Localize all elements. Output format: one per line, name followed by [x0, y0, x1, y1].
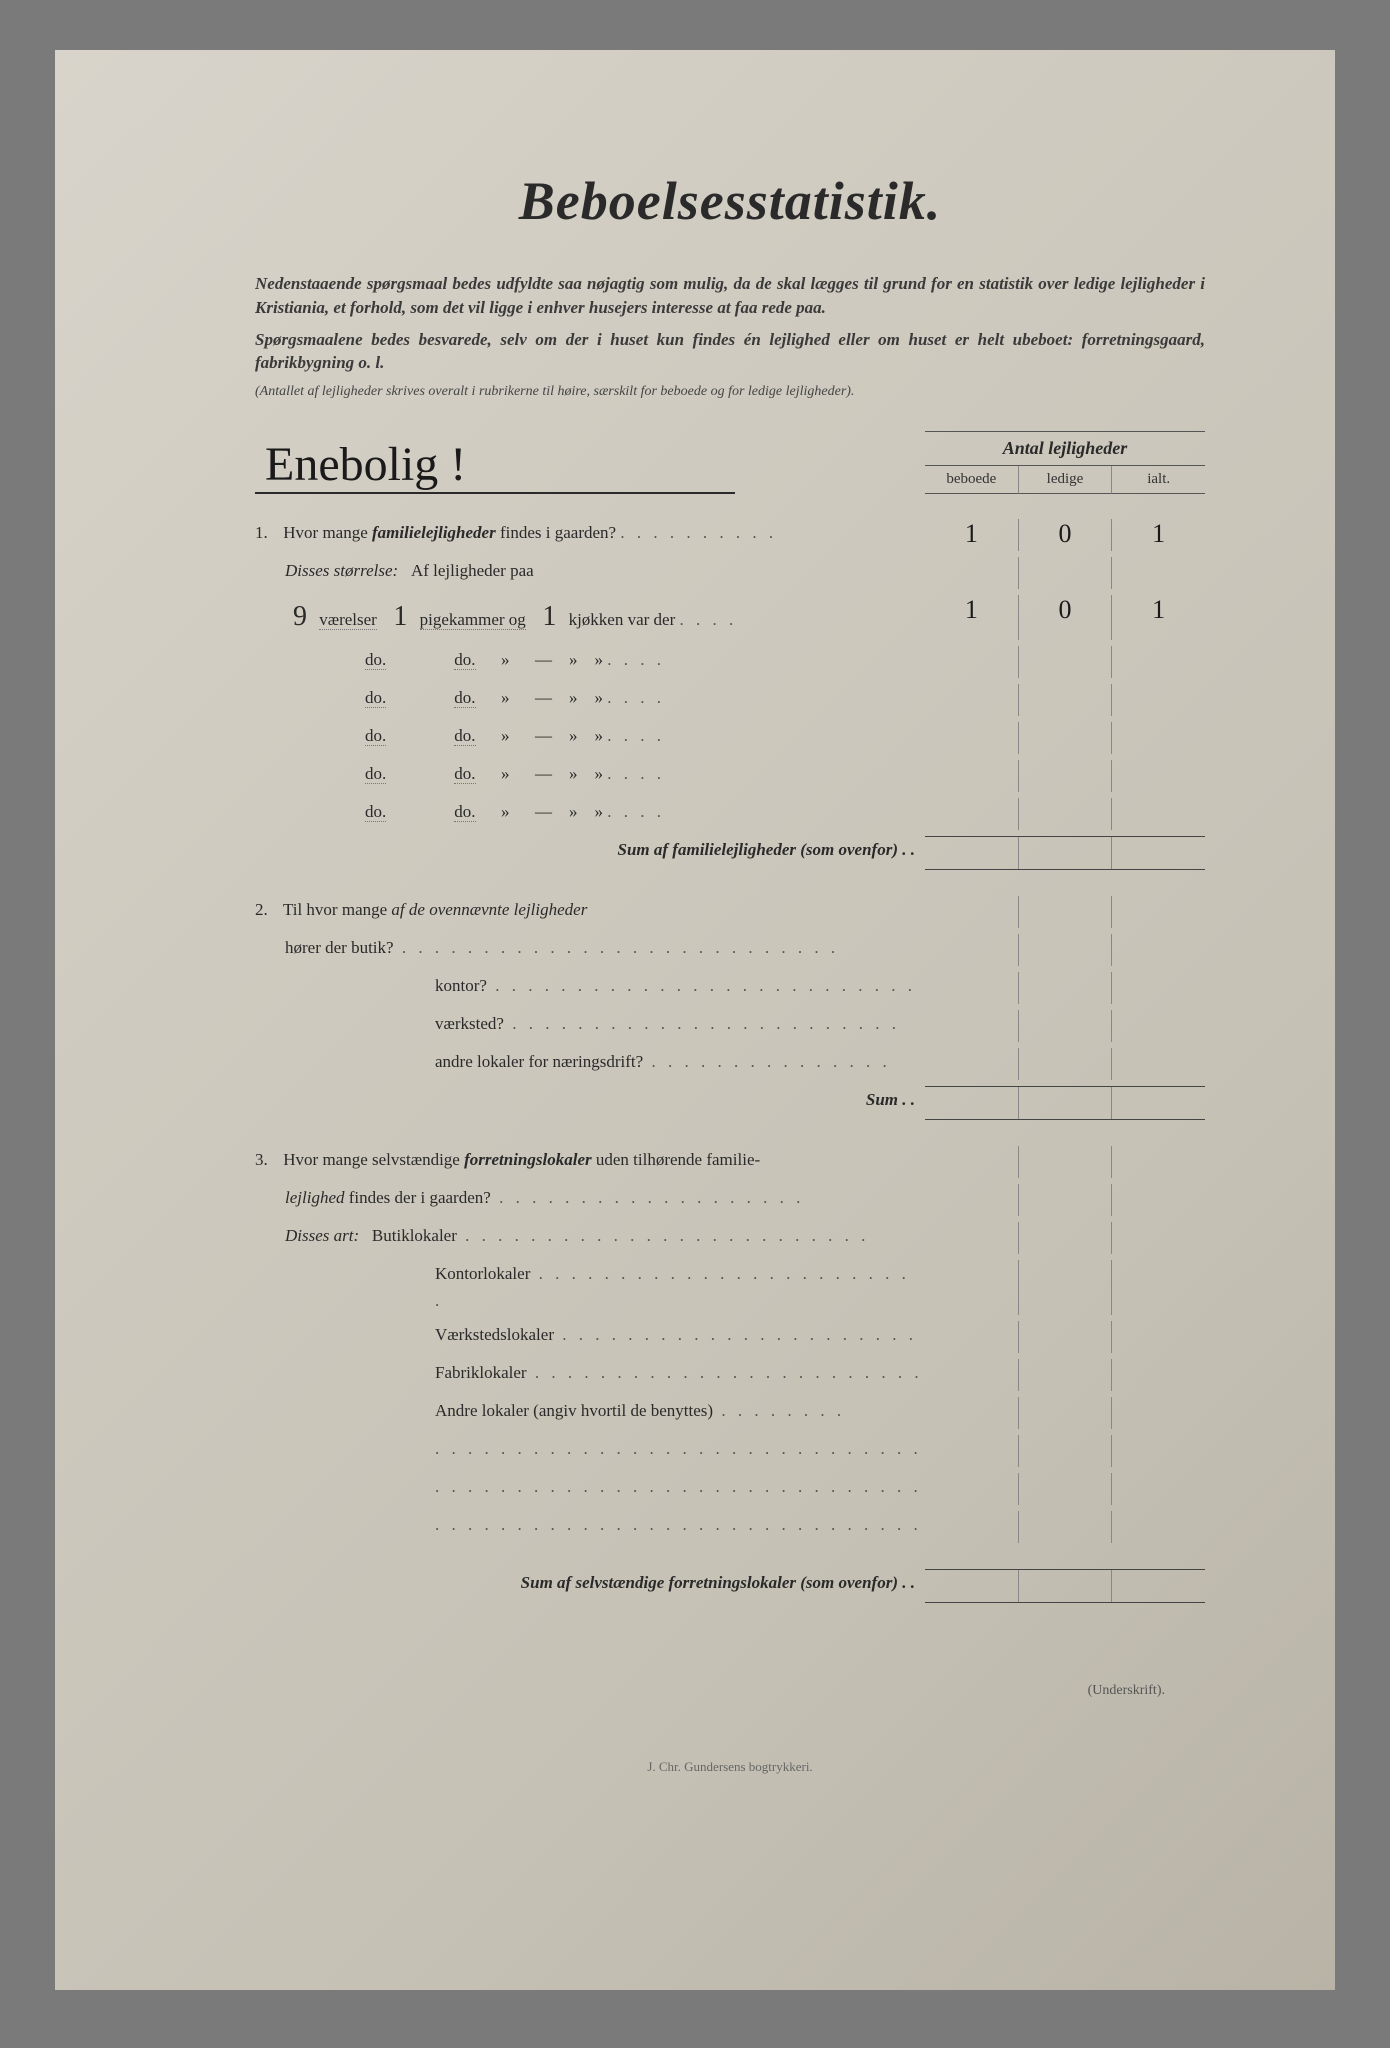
q1-size-cells: 1 0 1 — [925, 595, 1205, 640]
q1-c: findes i gaarden? — [496, 523, 616, 542]
q1-sum-text: Sum af familielejligheder (som ovenfor) … — [255, 836, 925, 870]
vaerelser-n: 9 — [285, 595, 315, 640]
printer-credit: J. Chr. Gundersens bogtrykkeri. — [255, 1759, 1205, 1775]
q2-sum-row: Sum . . — [255, 1086, 1205, 1120]
dots: . . . . — [680, 610, 738, 629]
row-ialt: 1 — [1111, 595, 1205, 640]
signature-label: (Underskrift). — [255, 1683, 1205, 1699]
do-row: do. do. » — » » . . . . — [255, 646, 1205, 678]
do-row: do. do. » — » » . . . . — [255, 684, 1205, 716]
q3-row: 3. Hvor mange selvstændige forretningslo… — [255, 1146, 1205, 1178]
pigekammer-label: pigekammer og — [420, 610, 526, 630]
q3-andre-row: Andre lokaler (angiv hvortil de benyttes… — [255, 1397, 1205, 1429]
q2-text: 2. Til hvor mange af de ovennævnte lejli… — [255, 896, 925, 928]
q3-butik-row: Disses art: Butiklokaler . . . . . . . .… — [255, 1222, 1205, 1254]
kjokken-n: 1 — [534, 595, 564, 640]
do-text: do. do. » — » » . . . . — [255, 646, 925, 678]
q1-num: 1. — [255, 519, 279, 546]
do-row: do. do. » — » » . . . . — [255, 798, 1205, 830]
final-sum-label: Sum af selvstændige forretningslokaler — [521, 1573, 796, 1592]
q1-ledige: 0 — [1018, 519, 1112, 551]
dots: . . . . — [607, 650, 665, 669]
intro-paragraph-2: Spørgsmaalene bedes besvarede, selv om d… — [255, 328, 1205, 376]
intro-paragraph-1: Nedenstaaende spørgsmaal bedes udfyldte … — [255, 272, 1205, 320]
intro-note: (Antallet af lejligheder skrives overalt… — [255, 383, 1205, 401]
column-header-table: Antal lejligheder beboede ledige ialt. — [925, 431, 1205, 494]
blank-row: . . . . . . . . . . . . . . . . . . . . … — [255, 1435, 1205, 1467]
pigekammer-n: 1 — [385, 595, 415, 640]
q1-row: 1. Hvor mange familielejligheder findes … — [255, 519, 1205, 551]
do-row: do. do. » — » » . . . . — [255, 722, 1205, 754]
q2-butik-row: hører der butik? . . . . . . . . . . . .… — [255, 934, 1205, 966]
header-col-beboede: beboede — [925, 466, 1018, 494]
q2-kontor-row: kontor? . . . . . . . . . . . . . . . . … — [255, 972, 1205, 1004]
do1: do. — [365, 650, 386, 670]
q1-b: familielejligheder — [372, 523, 496, 542]
page-title: Beboelsesstatistik. — [255, 170, 1205, 232]
q1-disses: Disses størrelse: Af lejligheder paa — [255, 557, 925, 589]
intro-text-2: Spørgsmaalene bedes besvarede, selv om d… — [255, 330, 1205, 373]
q2-a: Til hvor mange — [283, 900, 391, 919]
q1-disses-row: Disses størrelse: Af lejligheder paa — [255, 557, 1205, 589]
kjokken-label: kjøkken var der — [569, 610, 676, 629]
q2-butik: hører der butik? . . . . . . . . . . . .… — [255, 934, 925, 966]
q2-num: 2. — [255, 896, 279, 923]
q1-size-text: 9 værelser 1 pigekammer og 1 kjøkken var… — [255, 595, 925, 640]
q1-sum-suffix: (som ovenfor) . . — [796, 840, 915, 859]
q1-size-row: 9 værelser 1 pigekammer og 1 kjøkken var… — [255, 595, 1205, 640]
q2-vaerksted-row: værksted? . . . . . . . . . . . . . . . … — [255, 1010, 1205, 1042]
q3-fabrik-row: Fabriklokaler . . . . . . . . . . . . . … — [255, 1359, 1205, 1391]
q3-vaerksted-row: Værkstedslokaler . . . . . . . . . . . .… — [255, 1321, 1205, 1353]
q2-sum: Sum — [866, 1090, 898, 1109]
q3-kontor-row: Kontorlokaler . . . . . . . . . . . . . … — [255, 1260, 1205, 1314]
q2-row: 2. Til hvor mange af de ovennævnte lejli… — [255, 896, 1205, 928]
q3-row2: lejlighed findes der i gaarden? . . . . … — [255, 1184, 1205, 1216]
handwriting-header-row: Enebolig ! Antal lejligheder beboede led… — [255, 431, 1205, 494]
document-page: Beboelsesstatistik. Nedenstaaende spørgs… — [55, 50, 1335, 1990]
intro-text-1: Nedenstaaende spørgsmaal bedes udfyldte … — [255, 274, 1205, 317]
q1-sum-label: Sum af familielejligheder — [618, 840, 797, 859]
q1-sum-row: Sum af familielejligheder (som ovenfor) … — [255, 836, 1205, 870]
final-sum-row: Sum af selvstændige forretningslokaler (… — [255, 1569, 1205, 1603]
blank-row: . . . . . . . . . . . . . . . . . . . . … — [255, 1473, 1205, 1505]
header-col-ialt: ialt. — [1111, 466, 1205, 494]
header-col-ledige: ledige — [1018, 466, 1112, 494]
dots: . . . . . . . . . . — [620, 523, 777, 542]
header-columns: beboede ledige ialt. — [925, 466, 1205, 494]
q2-andre-row: andre lokaler for næringsdrift? . . . . … — [255, 1048, 1205, 1080]
q2-b: af de ovennævnte lejligheder — [391, 900, 587, 919]
header-title: Antal lejligheder — [925, 431, 1205, 466]
q3-num: 3. — [255, 1146, 279, 1173]
blank-row: . . . . . . . . . . . . . . . . . . . . … — [255, 1511, 1205, 1543]
row-beboede: 1 — [925, 595, 1018, 640]
vaerelser-label: værelser — [319, 610, 377, 630]
handwritten-note: Enebolig ! — [255, 437, 735, 494]
do-row: do. do. » — » » . . . . — [255, 760, 1205, 792]
q1-text: 1. Hvor mange familielejligheder findes … — [255, 519, 925, 551]
q1-disses-label: Disses størrelse: — [285, 561, 398, 580]
row-ledige: 0 — [1018, 595, 1112, 640]
q1-ialt: 1 — [1111, 519, 1205, 551]
q1-beboede: 1 — [925, 519, 1018, 551]
do2: do. — [454, 650, 475, 670]
empty-cells — [925, 557, 1205, 589]
q1-cells: 1 0 1 — [925, 519, 1205, 551]
q1-af: Af lejligheder paa — [411, 561, 534, 580]
q1-a: Hvor mange — [283, 523, 372, 542]
